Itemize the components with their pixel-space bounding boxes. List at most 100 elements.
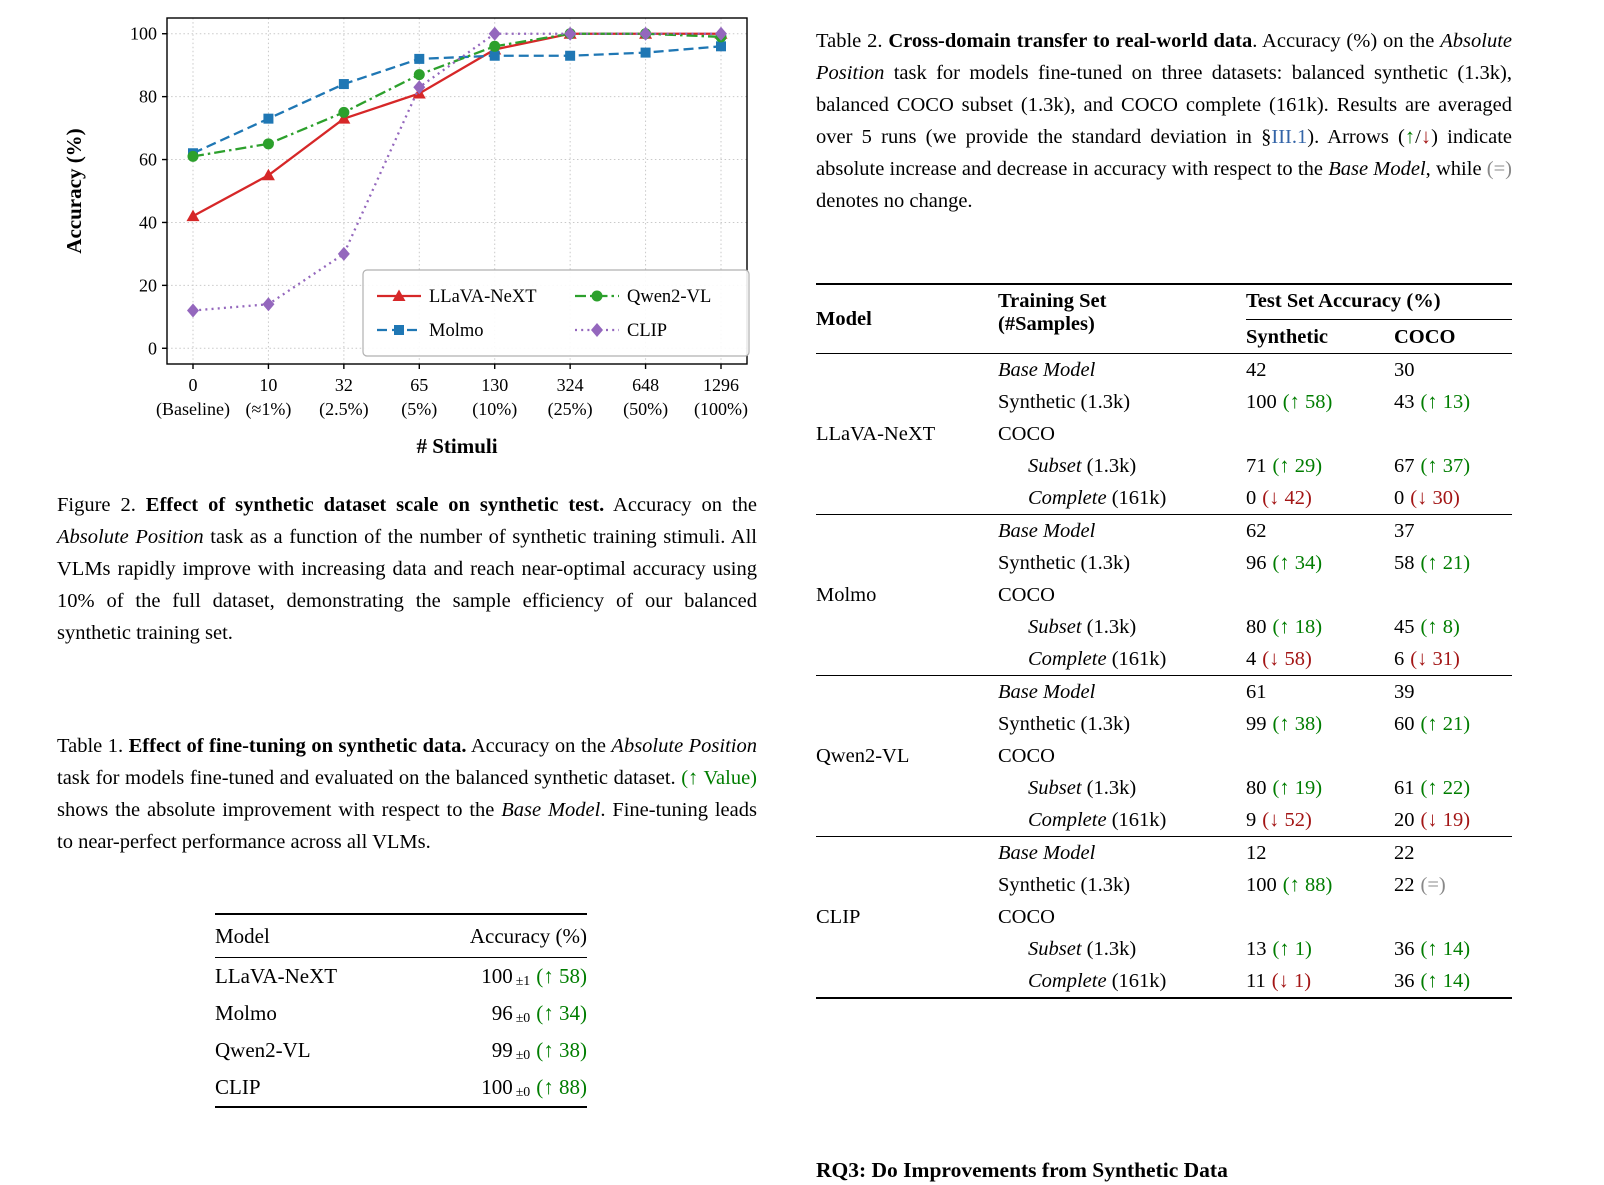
value: 30 xyxy=(1394,358,1415,381)
table1-header-model: Model xyxy=(215,924,270,948)
synthetic-value: 100 (↑ 88) xyxy=(1246,869,1394,901)
value: 96 xyxy=(1246,551,1267,574)
caption-text: task as a function of the number of synt… xyxy=(57,525,757,644)
caption-text: Figure 2. xyxy=(57,494,146,516)
std-dev: ±0 xyxy=(515,1010,531,1025)
synthetic-value xyxy=(1246,740,1394,772)
delta: (↑ 14) xyxy=(1420,937,1471,960)
table2: Model Training Set (#Samples) Test Set Ac… xyxy=(816,283,1512,999)
table-row: CLIP Base Model 12 22 xyxy=(816,836,1512,997)
delta: (↓ 58) xyxy=(1262,647,1312,670)
header-line2: (#Samples) xyxy=(998,312,1095,335)
svg-text:(≈1%): (≈1%) xyxy=(245,399,291,420)
table-row: LLaVA-NeXT 100 ±1 (↑ 58) xyxy=(215,958,587,996)
svg-text:0: 0 xyxy=(189,375,198,395)
value: 4 xyxy=(1246,647,1257,670)
improvement: (↑ 88) xyxy=(536,1075,587,1099)
coco-value: 67 (↑ 37) xyxy=(1394,450,1512,482)
section-link[interactable]: III.1 xyxy=(1271,125,1308,148)
caption-bold: Cross-domain transfer to real-world data xyxy=(888,30,1253,52)
model-name: Qwen2-VL xyxy=(215,1038,311,1062)
row-label-italic: Complete xyxy=(1028,486,1107,509)
svg-text:10: 10 xyxy=(259,375,277,395)
value: 100 xyxy=(1246,390,1277,413)
value: 0 xyxy=(1246,486,1257,509)
synthetic-value: 13 (↑ 1) xyxy=(1246,933,1394,965)
table2-header-synthetic: Synthetic xyxy=(1246,325,1328,348)
std-dev: ±1 xyxy=(515,973,531,988)
row-label-plain: (1.3k) xyxy=(1081,937,1137,960)
table-row: Subset (1.3k) 13 (↑ 1) 36 (↑ 14) xyxy=(816,933,1512,965)
caption-italic: Absolute Position xyxy=(57,525,204,548)
value: 100 xyxy=(481,964,513,988)
caption-text: . Fine-tuning leads to near-perfect perf… xyxy=(57,798,757,853)
delta: (=) xyxy=(1420,873,1446,896)
value: 61 xyxy=(1246,680,1267,703)
value: 80 xyxy=(1246,615,1267,638)
caption-text: / xyxy=(1415,125,1421,148)
delta: (↑ 8) xyxy=(1420,615,1460,638)
row-label-italic: Base Model xyxy=(998,680,1096,703)
improvement: (↑ 38) xyxy=(536,1038,587,1062)
svg-text:(100%): (100%) xyxy=(694,399,748,420)
caption-text: Table 1. xyxy=(57,735,129,757)
model-name: Qwen2-VL xyxy=(816,675,998,837)
delta: (↑ 21) xyxy=(1420,712,1471,735)
table-row: Subset (1.3k) 71 (↑ 29) 67 (↑ 37) xyxy=(816,450,1512,482)
row-label: COCO xyxy=(998,901,1246,933)
value: 12 xyxy=(1246,841,1267,864)
synthetic-value xyxy=(1246,579,1394,611)
svg-text:(25%): (25%) xyxy=(548,399,593,420)
coco-value: 22 (=) xyxy=(1394,869,1512,901)
caption-bold: Effect of synthetic dataset scale on syn… xyxy=(145,494,605,516)
caption-italic: Base Model xyxy=(1328,157,1426,180)
svg-text:65: 65 xyxy=(410,375,428,395)
synthetic-value: 80 (↑ 19) xyxy=(1246,772,1394,804)
row-label-italic: Base Model xyxy=(998,841,1096,864)
delta: (↑ 13) xyxy=(1420,390,1471,413)
caption-text: denotes no change. xyxy=(816,189,973,212)
figure2-caption: Figure 2. Effect of synthetic dataset sc… xyxy=(57,490,757,650)
value: 0 xyxy=(1394,486,1405,509)
row-label: Synthetic (1.3k) xyxy=(998,708,1246,740)
row-label-plain: Synthetic (1.3k) xyxy=(998,551,1131,574)
row-label-plain: Synthetic (1.3k) xyxy=(998,712,1131,735)
svg-text:20: 20 xyxy=(139,275,157,295)
svg-text:324: 324 xyxy=(557,375,584,395)
caption-text: ). Arrows ( xyxy=(1307,125,1405,148)
delta: (↑ 18) xyxy=(1272,615,1323,638)
delta: (↑ 19) xyxy=(1272,776,1323,799)
caption-text: task for models fine-tuned on three data… xyxy=(816,61,1512,148)
table-row: Synthetic (1.3k) 99 (↑ 38) 60 (↑ 21) xyxy=(816,708,1512,740)
table-row: Complete (161k) 0 (↓ 42) 0 (↓ 30) xyxy=(816,482,1512,515)
synthetic-value: 100 (↑ 58) xyxy=(1246,386,1394,418)
svg-text:648: 648 xyxy=(632,375,659,395)
caption-text: ) indicate absolute increase and decreas… xyxy=(816,125,1513,180)
row-label: Complete (161k) xyxy=(998,482,1246,515)
value: 99 xyxy=(491,1038,513,1062)
table2-header-training-set: Training Set (#Samples) xyxy=(998,285,1246,354)
model-name: Molmo xyxy=(215,1001,277,1025)
table-row: COCO xyxy=(816,740,1512,772)
row-label: Subset (1.3k) xyxy=(998,611,1246,643)
coco-value xyxy=(1394,579,1512,611)
delta: (↑ 22) xyxy=(1420,776,1471,799)
coco-value: 37 xyxy=(1394,514,1512,547)
caption-text: , while xyxy=(1425,157,1487,180)
row-label: COCO xyxy=(998,418,1246,450)
table-header-row: Model Training Set (#Samples) Test Set Ac… xyxy=(816,285,1512,335)
svg-text:# Stimuli: # Stimuli xyxy=(416,434,497,458)
value: 80 xyxy=(1246,776,1267,799)
synthetic-value: 71 (↑ 29) xyxy=(1246,450,1394,482)
table1-caption: Table 1. Effect of fine-tuning on synthe… xyxy=(57,731,757,859)
row-label-plain: (1.3k) xyxy=(1081,615,1137,638)
caption-text: . Accuracy (%) on the xyxy=(1252,30,1441,52)
model-name: LLaVA-NeXT xyxy=(816,422,936,445)
value: 42 xyxy=(1246,358,1267,381)
value: 61 xyxy=(1394,776,1415,799)
table-row: Subset (1.3k) 80 (↑ 18) 45 (↑ 8) xyxy=(816,611,1512,643)
row-label-plain: Synthetic (1.3k) xyxy=(998,390,1131,413)
row-label: Complete (161k) xyxy=(998,643,1246,676)
value: 67 xyxy=(1394,454,1415,477)
table-row: Complete (161k) 4 (↓ 58) 6 (↓ 31) xyxy=(816,643,1512,676)
